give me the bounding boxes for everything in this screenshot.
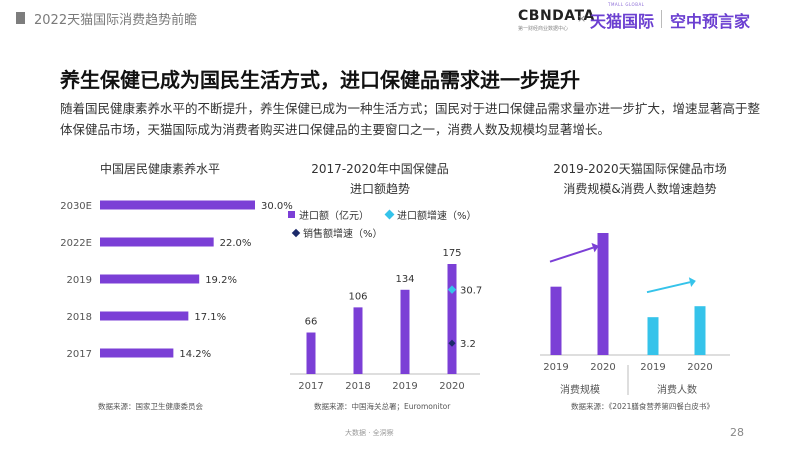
legend-label: 进口额（亿元） [299,211,369,222]
chart1-category-label: 2022E [60,238,92,249]
chart1-bar [100,274,200,284]
chart3-group-label: 消费规模 [560,383,600,396]
page-description: 随着国民健康素养水平的不断提升，养生保健已成为一种生活方式；国民对于进口保健品需… [60,101,761,137]
chart2-import-growth-point [447,285,457,294]
chart2-category-label: 2019 [392,381,417,392]
legend-sales-growth: 销售额增速（%） [291,225,383,240]
chart2-bar [353,307,363,374]
chart1-value-label: 30.0% [261,201,293,212]
sky-prophet-logo: 空中预言家 [670,12,751,31]
chart2-bar [400,289,410,374]
chart2-svg: 66 2017 106 2018 134 2019 175 2020 30.7 3.2 [290,248,482,392]
chart1-value-label: 14.2% [179,349,211,360]
chart2-bar [447,264,457,374]
legend-label: 销售额增速（%） [303,229,383,240]
chart3-category-label: 2020 [687,362,712,373]
chart3-trend-arrow-head [688,277,696,288]
chart3-category-label: 2019 [543,362,568,373]
brand-cross: × [577,12,587,25]
chart3-bar [694,306,706,355]
legend-swatch-cyan [384,209,395,220]
chart3-bar [647,317,659,355]
chart3-category-label: 2019 [640,362,665,373]
chart3-title-line2: 消费规模&消费人数增速趋势 [563,182,717,196]
chart3-category-label: 2020 [590,362,615,373]
chart2-value-label: 66 [305,317,318,328]
chart1-value-label: 22.0% [220,238,252,249]
header-title: 2022天猫国际消费趋势前瞻 [34,13,198,28]
chart1-category-label: 2030E [60,201,92,212]
chart3-trend-arrow-line [549,246,594,263]
tmall-global-logo: 天猫国际 [590,12,655,31]
chart3-bar [597,233,609,355]
chart1-svg: 2030E 30.0% 2022E 22.0% 2019 19.2% 2018 17.1% 20… [60,200,293,360]
chart1-bar [100,311,189,321]
chart1-value-label: 17.1% [194,312,226,323]
legend-import-value: 进口额（亿元） [288,207,369,222]
chart2-sales-growth-label: 3.2 [460,339,476,350]
legend-import-growth: 进口额增速（%） [384,207,477,222]
chart3-group-label: 消费人数 [657,383,697,396]
chart2-value-label: 106 [348,291,367,302]
chart3-bar [550,286,562,355]
chart1-bar [100,348,174,358]
chart2-source: 数据来源：中国海关总署；Euromonitor [314,402,451,411]
cbndata-logo: CBNDATA 第一财经商业数据中心 [518,8,595,32]
page-title: 养生保健已成为国民生活方式，进口保健品需求进一步提升 [60,68,580,92]
chart2-value-label: 134 [395,274,414,285]
chart3-trend-arrow-line [646,281,691,294]
legend-swatch-navy [291,228,301,237]
chart2-sales-growth-point [448,339,456,347]
chart3-title-line1: 2019-2020天猫国际保健品市场 [553,162,727,176]
chart1-source: 数据来源：国家卫生健康委员会 [98,402,203,411]
chart2-import-growth-label: 30.7 [460,286,482,297]
chart3-svg: 2019 2020 消费规模 2019 2020 消费人数 [540,233,730,396]
chart2-title-line2: 进口额趋势 [349,182,410,196]
chart3-source: 数据来源：《2021膳食营养第四餐白皮书》 [571,402,714,411]
cbndata-subtitle: 第一财经商业数据中心 [518,26,569,32]
tmall-global-small: TMALL GLOBAL [608,2,645,7]
chart2-bar [306,332,316,374]
chart1-category-label: 2017 [67,349,92,360]
legend-label: 进口额增速（%） [397,211,477,222]
brand-divider [661,10,662,28]
cbndata-wordmark: CBNDATA [518,8,595,24]
chart2-category-label: 2020 [439,381,464,392]
chart1-title: 中国居民健康素养水平 [99,162,220,176]
header-marker [16,12,25,24]
footer-tagline: 大数据 · 全洞察 [345,429,394,437]
chart3-trend-arrow-head [591,242,599,253]
chart2-value-label: 175 [442,248,461,259]
chart1-category-label: 2018 [67,312,92,323]
chart1-bar [100,200,255,210]
chart2-title-line1: 2017-2020年中国保健品 [311,162,449,176]
chart1-value-label: 19.2% [205,275,237,286]
chart1-bar [100,237,214,247]
chart1-category-label: 2019 [67,275,92,286]
chart2-category-label: 2018 [345,381,370,392]
chart2-category-label: 2017 [298,381,323,392]
page-number: 28 [730,426,744,439]
legend-swatch-purple [288,211,295,218]
